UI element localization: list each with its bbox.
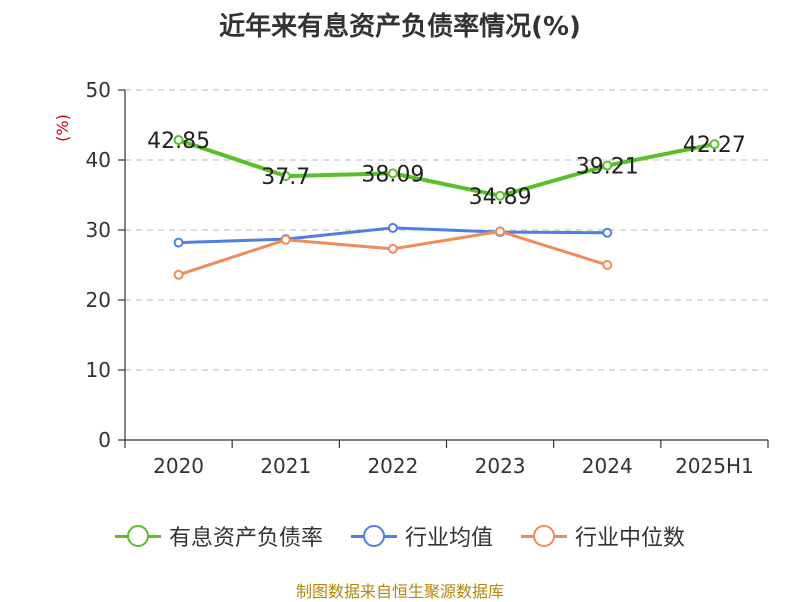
x-tick-label: 2022 [367,454,418,478]
series-line [177,138,715,198]
data-label: 37.7 [261,165,310,190]
x-tick-label: 2025H1 [675,454,754,478]
legend: 有息资产负债率 行业均值 行业中位数 [0,520,800,552]
data-point [709,139,720,150]
data-point [387,222,398,233]
y-tick-label: 50 [86,78,111,102]
data-label: 34.89 [469,185,532,210]
x-tick-label: 2021 [260,454,311,478]
y-tick-label: 0 [98,428,111,452]
y-tick-label: 30 [86,218,111,242]
x-tick-label: 2024 [582,454,633,478]
x-tick-label: 2023 [475,454,526,478]
y-tick-label: 10 [86,358,111,382]
data-point [602,227,613,238]
y-tick-label: 20 [86,288,111,312]
data-point [495,190,506,201]
legend-item[interactable]: 行业中位数 [521,520,685,552]
y-tick-label: 40 [86,148,111,172]
legend-swatch [521,525,567,547]
data-point [387,168,398,179]
data-label: 42.85 [147,129,210,154]
data-point [495,226,506,237]
legend-item[interactable]: 行业均值 [350,520,493,552]
data-point [280,171,291,182]
legend-label: 行业均值 [404,526,493,551]
data-point [602,160,613,171]
legend-swatch [114,525,161,547]
y-axis-label: (%) [53,114,72,142]
x-tick-label: 2020 [153,454,204,478]
data-point [173,135,184,146]
source-note: 制图数据来自恒生聚源数据库 [295,582,504,601]
data-label: 39.21 [576,155,639,180]
data-point [387,243,398,254]
legend-item[interactable]: 有息资产负债率 [114,520,323,552]
data-point [602,260,613,270]
data-point [173,269,184,280]
data-label: 38.09 [361,162,424,187]
legend-swatch [350,525,397,547]
data-point [173,237,184,248]
legend-label: 有息资产负债率 [168,526,323,551]
data-label: 42.27 [683,133,746,158]
data-point [280,234,291,245]
chart-title: 近年来有息资产负债率情况(%) [219,12,581,42]
legend-label: 行业中位数 [575,526,686,551]
